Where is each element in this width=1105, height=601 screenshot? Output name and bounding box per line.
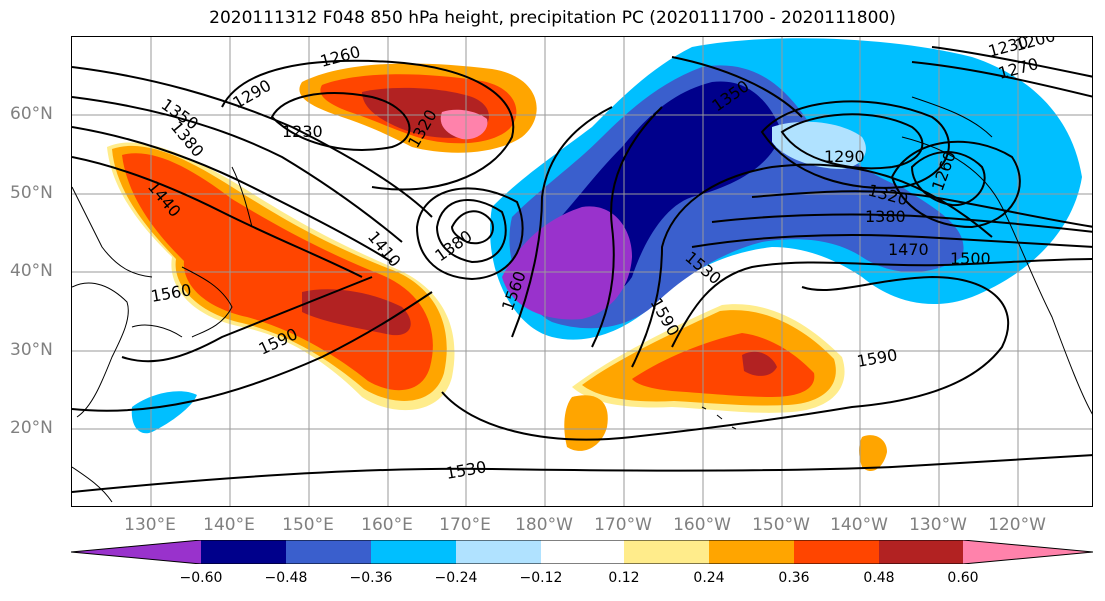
positive-anomaly-east-red	[632, 333, 815, 397]
positive-anomaly-south	[564, 395, 608, 451]
contour-label: 1590	[855, 345, 898, 371]
contour-label: 1290	[230, 76, 275, 113]
negative-anomaly-light	[772, 121, 866, 169]
colorbar-bin	[794, 540, 879, 564]
positive-anomaly-hawaii	[859, 435, 887, 472]
colorbar-bin	[201, 540, 286, 564]
map-canvas: 1260 1290 1230 1350 1380 1320 1440 1410 …	[72, 37, 1092, 506]
colorbar-bin	[624, 540, 709, 564]
lon-tick: 140°W	[830, 515, 888, 535]
contour-label: 1530	[444, 457, 487, 483]
colorbar-bin	[879, 540, 963, 564]
contour-label: 1470	[888, 240, 929, 259]
lat-tick: 50°N	[10, 183, 53, 203]
lat-tick: 40°N	[10, 261, 53, 281]
lat-tick: 60°N	[10, 104, 53, 124]
lon-tick: 150°E	[282, 515, 334, 535]
colorbar-min-extend	[71, 540, 201, 564]
contour-label: 1380	[865, 207, 906, 226]
lon-tick: 160°E	[361, 515, 413, 535]
colorbar-label: −0.60	[179, 570, 223, 586]
colorbar	[71, 540, 1093, 564]
contour-label: 1560	[149, 280, 192, 306]
contour-label: 1260	[318, 42, 362, 71]
colorbar-bin	[286, 540, 371, 564]
colorbar-bin	[456, 540, 541, 564]
colorbar-label: −0.24	[434, 570, 478, 586]
contour-label: 1230	[282, 122, 323, 141]
colorbar-bin	[709, 540, 794, 564]
colorbar-label: 0.12	[608, 570, 640, 586]
graticule	[72, 37, 1092, 506]
colorbar-bin	[371, 540, 456, 564]
lon-tick: 120°W	[988, 515, 1046, 535]
map-panel: 1260 1290 1230 1350 1380 1320 1440 1410 …	[71, 36, 1093, 507]
lat-tick: 30°N	[10, 340, 53, 360]
contour-label: 1290	[824, 147, 865, 166]
lon-tick: 170°E	[439, 515, 491, 535]
map-title: 2020111312 F048 850 hPa height, precipit…	[209, 8, 896, 28]
colorbar-label: 0.60	[947, 570, 979, 586]
colorbar-label: −0.48	[264, 570, 308, 586]
contour-label: 1200	[1013, 37, 1057, 55]
negative-anomaly-sw	[131, 391, 197, 434]
colorbar-label: −0.12	[519, 570, 563, 586]
lon-tick: 170°W	[594, 515, 652, 535]
height-contours	[72, 46, 1092, 493]
negative-anomaly-central-purple	[502, 206, 632, 320]
positive-anomaly-east-darkred	[742, 351, 777, 376]
lon-tick: 130°W	[909, 515, 967, 535]
colorbar-max-extend	[963, 540, 1093, 564]
positive-anomaly-north-pink	[440, 109, 488, 140]
lon-tick: 180°W	[515, 515, 573, 535]
lon-tick: 130°E	[124, 515, 176, 535]
colorbar-label: 0.48	[863, 570, 895, 586]
colorbar-label: 0.36	[778, 570, 810, 586]
colorbar-label: −0.36	[349, 570, 393, 586]
coastlines	[72, 96, 1092, 503]
contour-label: 1500	[950, 249, 991, 268]
colorbar-label: 0.24	[693, 570, 725, 586]
colorbar-bin	[541, 540, 624, 564]
lon-tick: 160°W	[673, 515, 731, 535]
lat-tick: 20°N	[10, 418, 53, 438]
lon-tick: 150°W	[752, 515, 810, 535]
lon-tick: 140°E	[203, 515, 255, 535]
